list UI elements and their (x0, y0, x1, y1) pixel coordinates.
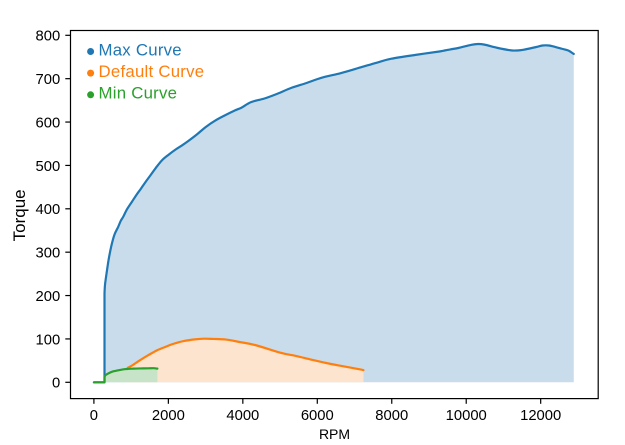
svg-text:Default Curve: Default Curve (99, 62, 205, 81)
svg-text:12000: 12000 (520, 408, 561, 424)
svg-text:200: 200 (35, 289, 60, 305)
svg-text:400: 400 (35, 202, 60, 218)
svg-text:300: 300 (35, 246, 60, 262)
svg-text:Torque: Torque (10, 189, 29, 241)
svg-text:800: 800 (35, 29, 60, 45)
svg-text:Min Curve: Min Curve (99, 84, 178, 103)
svg-text:8000: 8000 (375, 408, 408, 424)
svg-text:600: 600 (35, 115, 60, 131)
svg-text:RPM: RPM (319, 426, 350, 442)
svg-text:0: 0 (90, 408, 98, 424)
svg-text:4000: 4000 (226, 408, 259, 424)
svg-text:6000: 6000 (301, 408, 334, 424)
svg-text:100: 100 (35, 332, 60, 348)
svg-text:700: 700 (35, 72, 60, 88)
svg-text:10000: 10000 (446, 408, 487, 424)
svg-text:500: 500 (35, 159, 60, 175)
svg-text:2000: 2000 (152, 408, 185, 424)
svg-text:0: 0 (52, 376, 60, 392)
svg-text:Max Curve: Max Curve (99, 41, 182, 60)
